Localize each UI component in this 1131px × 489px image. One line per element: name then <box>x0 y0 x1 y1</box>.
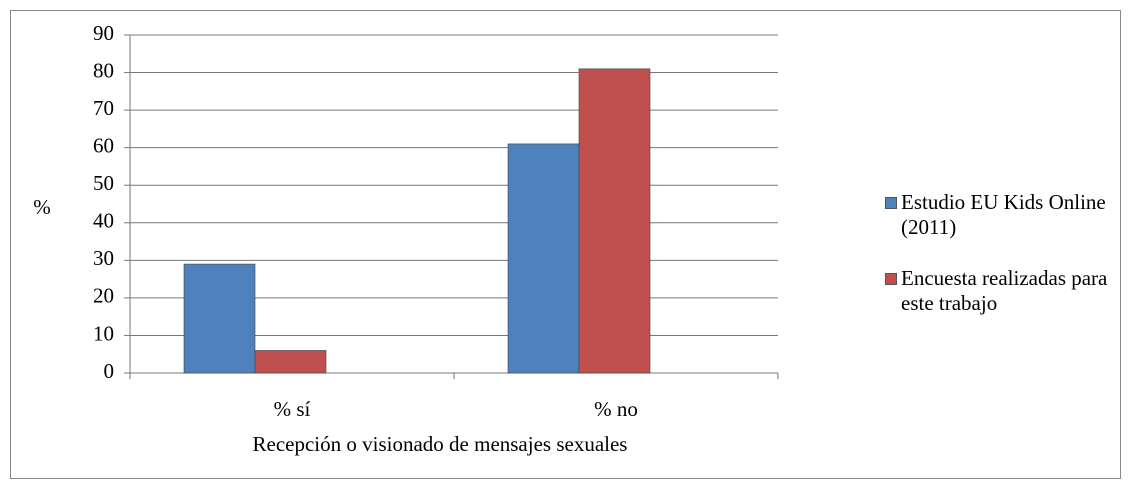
y-tick-label: 10 <box>93 321 114 345</box>
bar <box>254 350 327 374</box>
y-tick-label: 20 <box>93 284 114 308</box>
y-tick-label: 60 <box>93 133 114 157</box>
y-axis-label: % <box>33 195 51 219</box>
legend-entry: Estudio EU Kids Online (2011) <box>885 190 1110 240</box>
x-tick-label: % sí <box>274 397 311 421</box>
y-tick-label: 80 <box>93 58 114 82</box>
legend-entry: Encuesta realizadas para este trabajo <box>885 266 1110 316</box>
y-tick-label: 70 <box>93 96 114 120</box>
legend-label: Encuesta realizadas para este trabajo <box>901 266 1108 315</box>
x-axis-label: Recepción o visionado de mensajes sexual… <box>253 432 628 456</box>
legend-label: Estudio EU Kids Online (2011) <box>901 190 1106 239</box>
legend-swatch <box>885 273 897 285</box>
y-tick-label: 50 <box>93 171 114 195</box>
y-tick-label: 0 <box>104 359 115 383</box>
legend: Estudio EU Kids Online (2011) Encuesta re… <box>885 190 1110 342</box>
y-tick-label: 30 <box>93 246 114 270</box>
y-tick-label: 90 <box>93 21 114 45</box>
bar <box>578 68 651 374</box>
y-tick-label: 40 <box>93 209 114 233</box>
legend-swatch <box>885 197 897 209</box>
x-tick-label: % no <box>594 397 638 421</box>
bar <box>183 263 256 374</box>
bar <box>507 143 580 374</box>
